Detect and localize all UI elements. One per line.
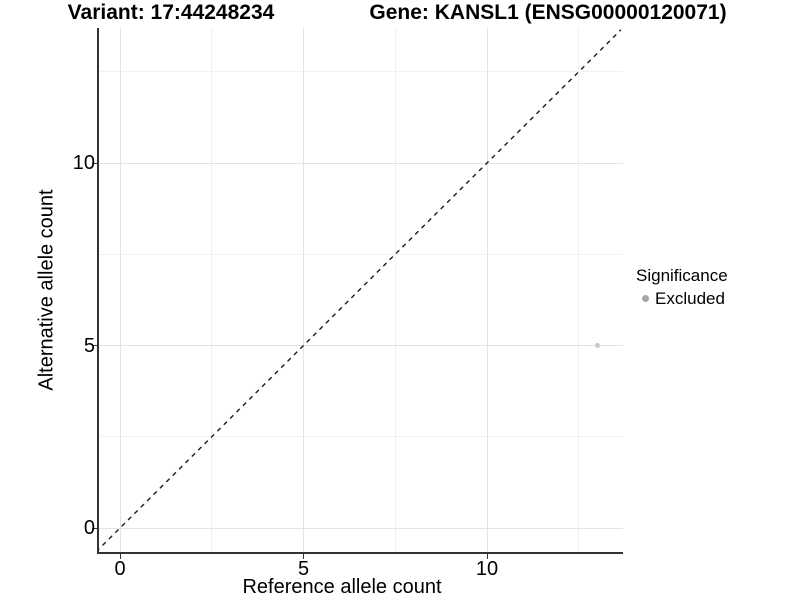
gridline-major-vertical [303,28,304,552]
y-axis-tick [92,345,97,346]
data-point [594,343,600,348]
x-axis-title: Reference allele count [242,576,442,598]
gridline-minor-vertical [211,28,213,552]
x-axis-tick [303,554,304,559]
plot-title-gene: Gene: KANSL1 (ENSG00000120071) [369,1,727,24]
gridline-minor-vertical [394,28,396,552]
legend-item-excluded: Excluded [636,289,728,308]
gridline-major-vertical [119,28,121,552]
y-tick-label: 10 [72,152,95,174]
gridline-major-vertical [486,28,488,552]
x-tick-label: 5 [297,558,310,580]
y-tick-label: 5 [83,334,95,357]
x-axis-line [97,552,623,554]
y-tick-label: 0 [83,517,95,539]
gridline-major-horizontal [99,527,623,529]
gridline-minor-horizontal [99,436,623,438]
plot-panel [99,28,623,552]
y-axis-tick [92,162,97,164]
x-axis-tick [486,554,488,559]
legend: Significance Excluded [636,266,728,308]
x-axis-tick [119,554,121,559]
legend-point-swatch [642,295,649,302]
y-axis-title: Alternative allele count [35,189,58,391]
y-axis-line [97,28,99,554]
gridline-major-horizontal [99,345,623,346]
identity-line [99,29,622,550]
plot-title-variant: Variant: 17:44248234 [67,1,275,24]
y-axis-tick [92,527,97,529]
gridline-major-horizontal [99,162,623,164]
legend-item-label: Excluded [655,289,725,308]
gridline-minor-vertical [578,28,580,552]
legend-title: Significance [636,266,728,285]
x-tick-label: 10 [475,558,499,580]
x-tick-label: 0 [114,558,126,580]
gridline-minor-horizontal [99,71,623,73]
gridline-minor-horizontal [99,253,623,255]
